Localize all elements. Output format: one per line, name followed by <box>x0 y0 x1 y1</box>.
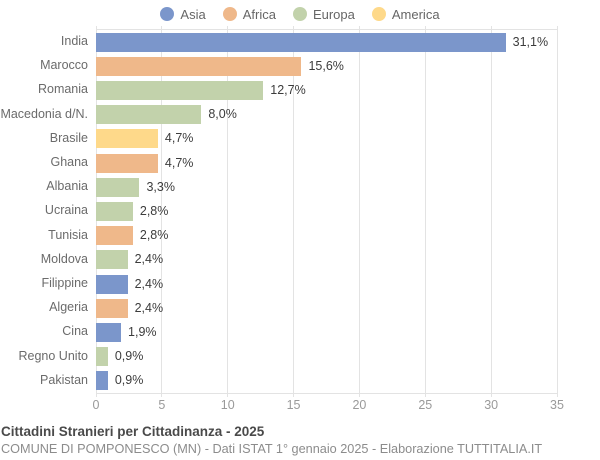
category-label-brasile: Brasile <box>49 130 88 145</box>
category-label-india: India <box>60 34 88 48</box>
legend-item-europa: Europa <box>292 6 355 22</box>
value-label-filippine: 2,4% <box>134 276 164 291</box>
x-tick-25: 25 <box>418 398 433 412</box>
category-axis: India Marocco Romania Macedonia d/N. Brasile… <box>0 29 90 392</box>
bar-regno-unito <box>96 347 108 367</box>
category-label-ucraina: Ucraina <box>44 203 88 218</box>
chart-subtitle: COMUNE DI POMPONESCO (MN) - Dati ISTAT 1… <box>1 442 543 456</box>
category-label-algeria: Algeria <box>49 300 88 315</box>
bar-brasile <box>96 129 158 149</box>
value-label-brasile: 4,7% <box>164 131 194 146</box>
chart-title: Cittadini Stranieri per Cittadinanza - 2… <box>1 424 265 439</box>
bar-india <box>96 32 506 52</box>
value-label-moldova: 2,4% <box>134 252 164 267</box>
value-label-ghana: 4,7% <box>164 155 194 170</box>
x-tick-15: 15 <box>286 398 301 412</box>
gridline-20 <box>358 26 360 397</box>
x-tick-35: 35 <box>550 398 564 412</box>
value-axis: 0 5 10 15 20 25 30 35 <box>92 398 564 414</box>
gridline-10 <box>227 26 229 397</box>
x-tick-30: 30 <box>484 398 499 412</box>
category-label-regno-unito: Regno Unito <box>18 348 89 363</box>
chart-footer: Cittadini Stranieri per Cittadinanza - 2… <box>1 423 599 458</box>
value-label-cina: 1,9% <box>128 325 157 339</box>
legend-item-africa: Africa <box>222 6 276 22</box>
bar-ucraina <box>96 202 133 221</box>
category-label-moldova: Moldova <box>40 251 88 266</box>
gridline-30 <box>490 26 492 397</box>
legend-swatch-asia-icon <box>160 7 175 21</box>
bar-macedonia-d-n <box>96 105 202 125</box>
category-label-albania: Albania <box>46 179 88 194</box>
legend-swatch-europa-icon <box>292 7 307 21</box>
value-label-marocco: 15,6% <box>308 58 344 73</box>
bar-moldova <box>96 250 128 270</box>
bar-filippine <box>96 274 128 294</box>
category-label-romania: Romania <box>37 82 88 97</box>
gridline-5 <box>161 26 163 397</box>
bar-ghana <box>96 153 158 173</box>
gridline-35 <box>556 26 558 397</box>
bar-albania <box>96 177 140 197</box>
value-label-albania: 3,3% <box>146 179 175 194</box>
legend-label-europa: Europa <box>312 6 355 22</box>
x-tick-10: 10 <box>220 398 235 412</box>
bar-cina <box>96 323 122 342</box>
value-label-pakistan: 0,9% <box>114 373 144 388</box>
legend-label-america: America <box>391 6 440 22</box>
x-tick-5: 5 <box>158 398 166 412</box>
gridline-25 <box>424 26 426 397</box>
legend-item-asia: Asia <box>160 6 206 22</box>
legend-label-africa: Africa <box>242 6 276 22</box>
bar-marocco <box>96 56 302 76</box>
legend-label-asia: Asia <box>180 6 206 22</box>
gridline-15 <box>293 26 295 397</box>
category-label-pakistan: Pakistan <box>40 372 88 387</box>
category-label-cina: Cina <box>62 324 88 339</box>
bar-pakistan <box>96 371 108 391</box>
value-label-ucraina: 2,8% <box>139 204 169 218</box>
legend-swatch-africa-icon <box>222 7 237 21</box>
bar-tunisia <box>96 226 133 246</box>
plot-area: 31,1% 15,6% 12,7% 8,0% 4,7% 4,7% 3,3% 2,8% 2,8% 2… <box>95 26 558 397</box>
bar-algeria <box>96 298 128 318</box>
legend-item-america: America <box>371 6 440 22</box>
value-label-romania: 12,7% <box>270 83 306 97</box>
x-tick-0: 0 <box>92 398 100 412</box>
category-label-tunisia: Tunisia <box>48 227 88 242</box>
bar-romania <box>96 81 264 100</box>
chart-legend: Asia Africa Europa America <box>0 5 600 23</box>
category-label-macedonia-d-n: Macedonia d/N. <box>0 106 88 121</box>
value-label-macedonia-d-n: 8,0% <box>208 107 237 122</box>
value-label-regno-unito: 0,9% <box>114 349 144 364</box>
value-label-tunisia: 2,8% <box>139 228 169 243</box>
category-label-marocco: Marocco <box>40 58 88 73</box>
legend-swatch-america-icon <box>371 7 386 21</box>
x-tick-20: 20 <box>352 398 367 412</box>
category-label-filippine: Filippine <box>41 276 88 290</box>
value-label-algeria: 2,4% <box>134 300 164 315</box>
category-label-ghana: Ghana <box>50 155 88 169</box>
value-label-india: 31,1% <box>512 34 549 49</box>
